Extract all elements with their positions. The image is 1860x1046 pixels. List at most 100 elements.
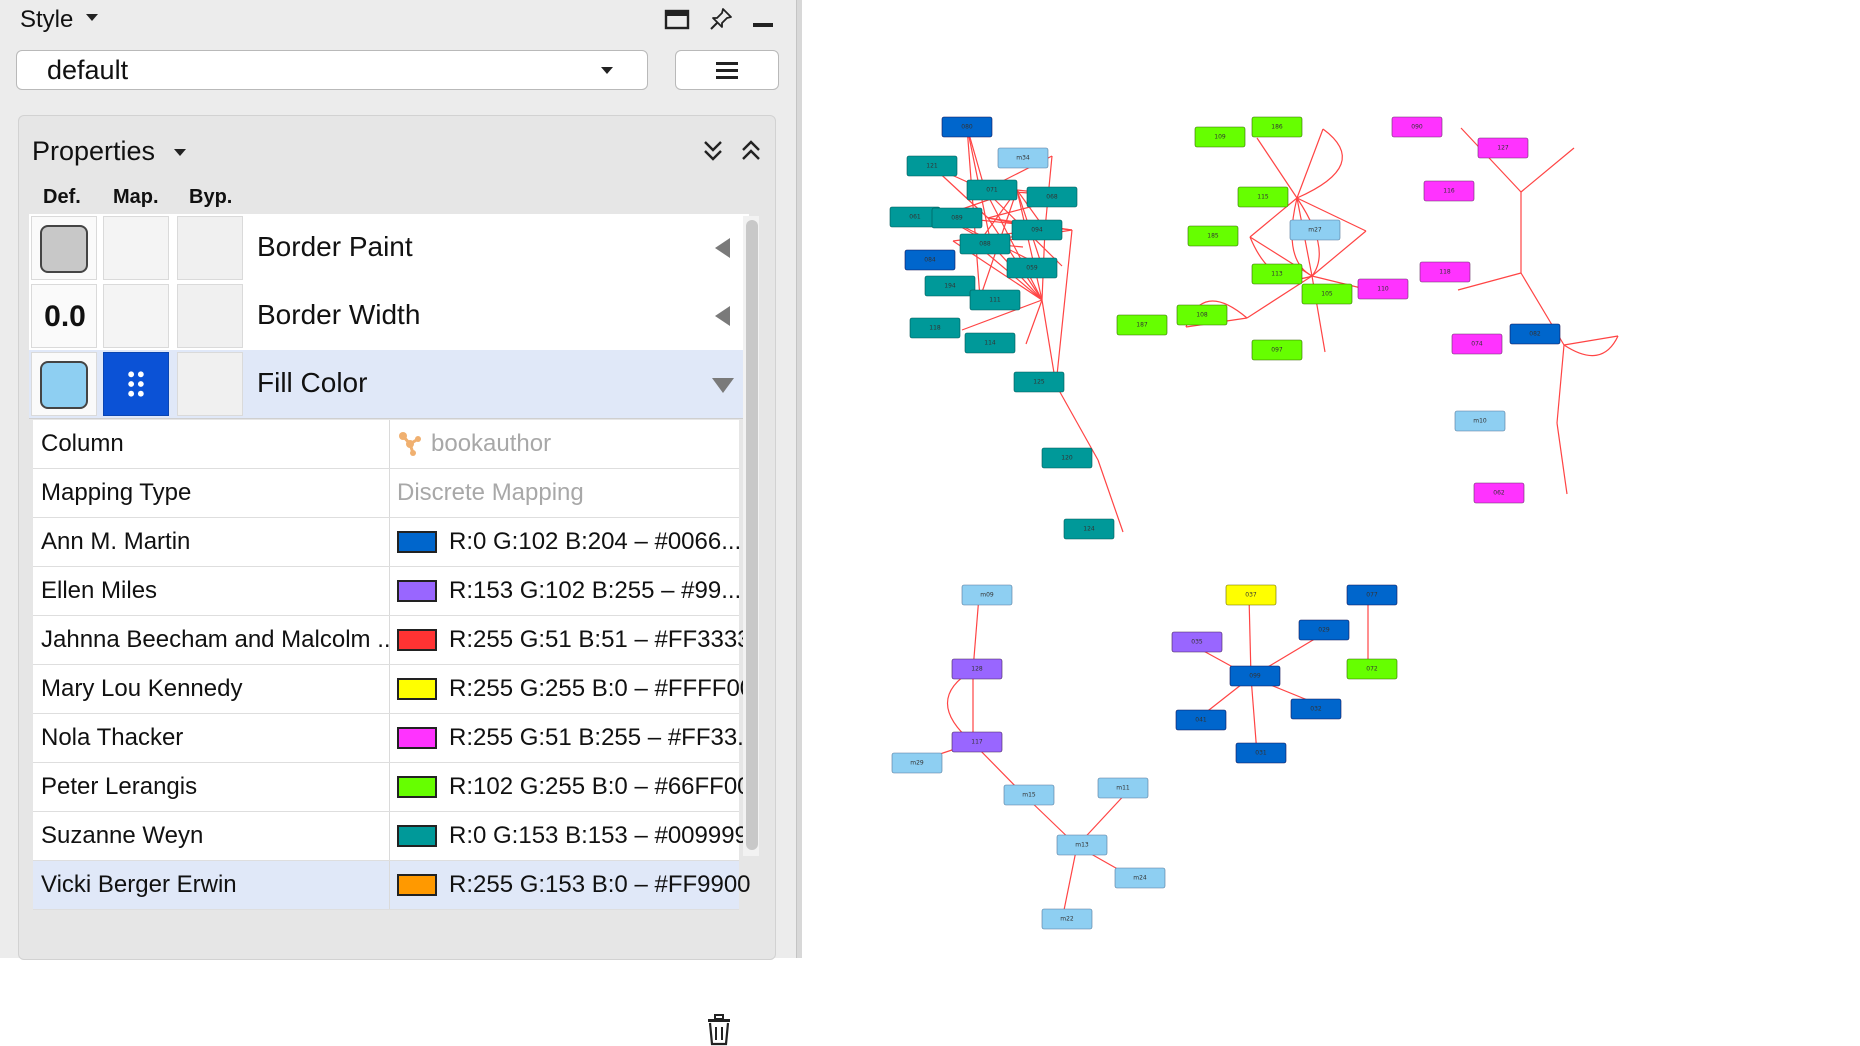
network-node[interactable]: 187 <box>1116 314 1168 336</box>
network-node[interactable]: 097 <box>1251 339 1303 361</box>
mapping-key: Suzanne Weyn <box>41 822 204 849</box>
network-node[interactable]: 120 <box>1041 447 1093 469</box>
network-node[interactable]: m29 <box>891 752 943 774</box>
network-node[interactable]: 031 <box>1235 742 1287 764</box>
network-node[interactable]: 108 <box>1176 304 1228 326</box>
mapping-key: Peter Lerangis <box>41 773 198 800</box>
default-value-cell[interactable] <box>31 216 97 280</box>
network-node[interactable]: 116 <box>1423 180 1475 202</box>
network-node[interactable]: 121 <box>906 155 958 177</box>
network-node[interactable]: 068 <box>1026 186 1078 208</box>
network-view[interactable]: 080 m34 121 071 068 061 089 094 088 084 … <box>802 0 1860 958</box>
property-row-border-paint[interactable]: Border Paint <box>29 214 749 283</box>
mapping-entry-row[interactable]: Ann M. Martin R:0 G:102 B:204 – #0066... <box>33 518 741 567</box>
network-node[interactable]: 084 <box>904 249 956 271</box>
mapping-column-row[interactable]: Column bookauthor <box>33 420 739 469</box>
network-node[interactable]: 111 <box>969 289 1021 311</box>
mapping-entry-row[interactable]: Vicki Berger Erwin R:255 G:153 B:0 – #FF… <box>33 861 751 910</box>
bypass-cell[interactable] <box>177 216 243 280</box>
panel-divider[interactable] <box>796 0 803 958</box>
network-node[interactable]: 029 <box>1298 619 1350 641</box>
network-node[interactable]: 062 <box>1473 482 1525 504</box>
network-node[interactable]: 113 <box>1251 263 1303 285</box>
network-node[interactable]: 110 <box>1357 278 1409 300</box>
network-node[interactable]: m22 <box>1041 908 1093 930</box>
properties-dropdown-icon[interactable] <box>174 149 186 156</box>
mapping-entry-row[interactable]: Ellen Miles R:153 G:102 B:255 – #99... <box>33 567 741 616</box>
mapping-entry-row[interactable]: Peter Lerangis R:102 G:255 B:0 – #66FF00 <box>33 763 751 812</box>
network-node[interactable]: 089 <box>931 207 983 229</box>
network-node[interactable]: m34 <box>997 147 1049 169</box>
network-node[interactable]: 088 <box>959 233 1011 255</box>
mapping-key: Vicki Berger Erwin <box>41 871 237 898</box>
network-node[interactable]: m09 <box>961 584 1013 606</box>
network-node[interactable]: 105 <box>1301 283 1353 305</box>
collapse-row-icon[interactable] <box>712 378 734 393</box>
color-swatch <box>397 580 437 602</box>
minimize-icon[interactable] <box>750 6 776 32</box>
style-panel-dropdown-icon[interactable] <box>86 14 98 21</box>
mapping-entry-row[interactable]: Nola Thacker R:255 G:51 B:255 – #FF33... <box>33 714 757 763</box>
network-node[interactable]: m24 <box>1114 867 1166 889</box>
network-node[interactable]: 115 <box>1237 186 1289 208</box>
network-node[interactable]: 127 <box>1477 137 1529 159</box>
expand-all-icon[interactable] <box>701 138 725 164</box>
window-icon[interactable] <box>664 6 690 32</box>
network-node[interactable]: 041 <box>1175 709 1227 731</box>
svg-text:031: 031 <box>1255 750 1267 757</box>
mapping-cell[interactable] <box>103 216 169 280</box>
mapping-entry-row[interactable]: Mary Lou Kennedy R:255 G:255 B:0 – #FFFF… <box>33 665 753 714</box>
network-node[interactable]: 186 <box>1251 116 1303 138</box>
mapping-cell[interactable] <box>103 284 169 348</box>
network-node[interactable]: m15 <box>1003 784 1055 806</box>
svg-text:089: 089 <box>951 215 963 222</box>
network-node[interactable]: 080 <box>941 116 993 138</box>
expand-row-icon[interactable] <box>715 306 730 326</box>
style-selector[interactable]: default <box>16 50 648 90</box>
property-row-border-width[interactable]: 0.0 Border Width <box>29 282 749 351</box>
network-canvas[interactable]: 080 m34 121 071 068 061 089 094 088 084 … <box>802 0 1860 958</box>
bypass-cell[interactable] <box>177 284 243 348</box>
network-node[interactable]: m13 <box>1056 834 1108 856</box>
property-row-fill-color[interactable]: Fill Color <box>29 350 749 419</box>
mapping-entry-row[interactable]: Suzanne Weyn R:0 G:153 B:153 – #009999 <box>33 812 748 861</box>
network-node[interactable]: 035 <box>1171 631 1223 653</box>
network-node[interactable]: 099 <box>1229 665 1281 687</box>
network-node[interactable]: 194 <box>924 275 976 297</box>
style-options-button[interactable] <box>675 50 779 90</box>
expand-row-icon[interactable] <box>715 238 730 258</box>
network-node[interactable]: 124 <box>1063 518 1115 540</box>
network-node[interactable]: m27 <box>1289 219 1341 241</box>
network-node[interactable]: 118 <box>909 317 961 339</box>
network-node[interactable]: 125 <box>1013 371 1065 393</box>
network-node[interactable]: 071 <box>966 179 1018 201</box>
svg-text:032: 032 <box>1310 706 1322 713</box>
pin-icon[interactable] <box>708 6 734 32</box>
network-node[interactable]: m11 <box>1097 777 1149 799</box>
network-node[interactable]: 032 <box>1290 698 1342 720</box>
network-node[interactable]: 037 <box>1225 584 1277 606</box>
network-node[interactable]: 114 <box>964 332 1016 354</box>
mapping-entry-row[interactable]: Jahnna Beecham and Malcolm ... R:255 G:5… <box>33 616 751 665</box>
default-value-cell[interactable] <box>31 352 97 416</box>
network-node[interactable]: 082 <box>1509 323 1561 345</box>
network-node[interactable]: 109 <box>1194 126 1246 148</box>
scrollbar-thumb[interactable] <box>746 220 758 850</box>
bypass-cell[interactable] <box>177 352 243 416</box>
trash-icon[interactable] <box>705 1014 733 1046</box>
mapping-cell[interactable] <box>103 352 169 416</box>
mapping-type-row[interactable]: Mapping Type Discrete Mapping <box>33 469 739 518</box>
network-node[interactable]: 185 <box>1187 225 1239 247</box>
default-value-cell[interactable]: 0.0 <box>31 284 97 348</box>
network-node[interactable]: 074 <box>1451 333 1503 355</box>
network-node[interactable]: 072 <box>1346 658 1398 680</box>
network-node[interactable]: 118 <box>1419 261 1471 283</box>
network-node[interactable]: 090 <box>1391 116 1443 138</box>
network-node[interactable]: 077 <box>1346 584 1398 606</box>
network-node[interactable]: m10 <box>1454 410 1506 432</box>
network-node[interactable]: 128 <box>951 658 1003 680</box>
network-node[interactable]: 094 <box>1011 219 1063 241</box>
network-node[interactable]: 117 <box>951 731 1003 753</box>
collapse-all-icon[interactable] <box>739 138 763 164</box>
network-node[interactable]: 059 <box>1006 257 1058 279</box>
